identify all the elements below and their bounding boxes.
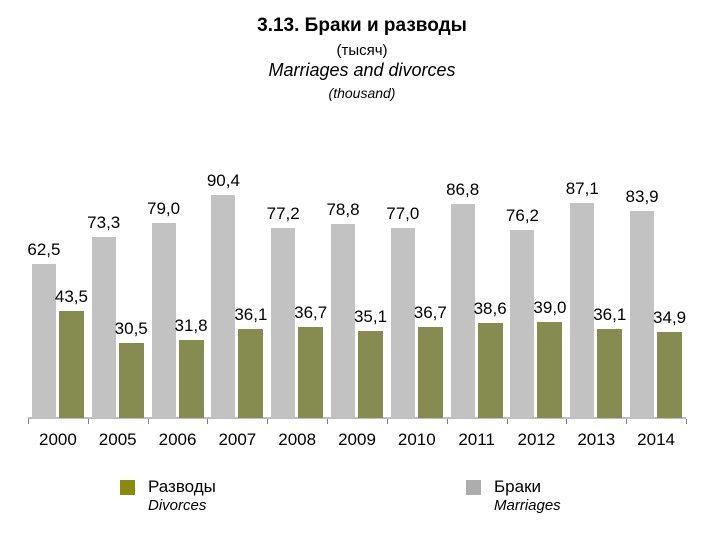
plot-area: 62,5 43,5 73,3 30,5 79,0 31,8 90,4 36,1 77,2 36,7…: [27, 165, 687, 424]
divorces-bar-2012: [537, 322, 563, 418]
divorces-value-label-2009: 35,1: [353, 307, 388, 326]
marriages-bar-2005: [91, 237, 116, 418]
divorces-value-label-2006: 31,8: [174, 316, 208, 335]
marriages-value-label-2014: 83,9: [625, 187, 659, 206]
marriages-bar-2013: [570, 203, 595, 418]
x-axis-label-2006: 2006: [158, 430, 197, 449]
bar-group-2007: 90,4 36,1: [207, 165, 267, 418]
divorces-bar-2005: [118, 343, 144, 418]
x-axis-label-2005: 2005: [98, 430, 137, 449]
x-axis-label-2011: 2011: [458, 430, 495, 449]
axis-tick: [566, 419, 567, 424]
x-axis-labels: 2000 2005 2006 2007 2008 2009 2010 2011 2012 2013…: [28, 430, 686, 452]
marriages-value-label-2013: 87,1: [565, 179, 599, 198]
axis-tick: [387, 419, 388, 424]
marriages-value-label-2012: 76,2: [505, 206, 539, 225]
marriages-bar-2000: [31, 264, 56, 418]
x-axis-line: [28, 417, 686, 419]
divorces-bar-2014: [657, 332, 683, 418]
divorces-bar-2011: [477, 323, 503, 418]
axis-tick: [28, 419, 29, 424]
bar-group-2000: 62,5 43,5: [27, 165, 88, 418]
x-axis-label-2009: 2009: [338, 430, 376, 449]
x-axis-label-2014: 2014: [637, 430, 675, 449]
axis-tick: [507, 419, 508, 424]
axis-tick: [626, 419, 627, 424]
divorces-legend-swatch: [120, 480, 135, 495]
axis-tick: [327, 419, 328, 424]
bar-group-2013: 87,1 36,1: [566, 165, 626, 418]
divorces-value-label-2013: 36,1: [593, 305, 627, 324]
marriages-bar-2014: [630, 211, 655, 418]
axis-tick: [686, 419, 687, 424]
x-axis-label-2012: 2012: [517, 430, 556, 449]
chart-title-en: Marriages and divorces: [268, 60, 456, 80]
marriages-bar-2010: [390, 228, 415, 418]
axis-tick: [148, 419, 149, 424]
divorces-bar-2008: [298, 327, 324, 418]
x-axis-label-2007: 2007: [218, 430, 257, 449]
bar-group-2010: 77,0 36,7: [386, 165, 447, 418]
x-axis-label-2008: 2008: [278, 430, 317, 449]
divorces-value-label-2014: 34,9: [653, 308, 687, 327]
marriages-value-label-2000: 62,5: [27, 240, 61, 259]
marriages-value-label-2006: 79,0: [146, 199, 181, 218]
marriages-bar-2008: [271, 228, 296, 418]
bar-group-2014: 83,9 34,9: [626, 165, 686, 418]
bar-group-2009: 78,8 35,1: [326, 165, 387, 418]
bar-group-2008: 77,2 36,7: [267, 165, 327, 418]
divorces-value-label-2011: 38,6: [473, 299, 507, 318]
marriages-bar-2012: [510, 230, 535, 418]
divorces-bar-2007: [238, 329, 264, 418]
marriages-legend-label-ru: Браки: [494, 477, 541, 496]
marriages-bar-2006: [151, 223, 176, 418]
marriages-value-label-2007: 90,4: [206, 171, 240, 190]
divorces-bar-2010: [417, 327, 443, 418]
x-axis-label-2010: 2010: [397, 430, 436, 449]
x-axis-label-2013: 2013: [577, 430, 616, 449]
bar-group-2012: 76,2 39,0: [506, 165, 567, 418]
legend-item-marriages: Браки Marriages: [466, 476, 561, 515]
marriages-value-label-2009: 78,8: [326, 200, 360, 219]
chart-title-ru: 3.13. Браки и разводы: [257, 15, 467, 36]
legend-item-divorces: Разводы Divorces: [120, 476, 216, 515]
marriages-value-label-2008: 77,2: [266, 204, 300, 223]
divorces-bar-2000: [58, 311, 84, 418]
x-axis-label-2000: 2000: [39, 430, 77, 449]
divorces-value-label-2005: 30,5: [114, 319, 148, 338]
marriages-bar-2009: [331, 224, 355, 418]
divorces-value-label-2000: 43,5: [54, 287, 88, 306]
divorces-value-label-2008: 36,7: [294, 303, 328, 322]
axis-tick: [207, 419, 208, 424]
marriages-legend-label-en: Marriages: [494, 497, 561, 514]
divorces-bar-2013: [597, 329, 623, 418]
marriages-value-label-2011: 86,8: [446, 180, 480, 199]
divorces-value-label-2007: 36,1: [234, 305, 268, 324]
axis-tick: [447, 419, 448, 424]
divorces-bar-2006: [178, 340, 204, 418]
divorces-value-label-2012: 39,0: [533, 298, 567, 317]
axis-tick: [88, 419, 89, 424]
axis-tick: [267, 419, 268, 424]
chart-unit-en: (thousand): [328, 85, 396, 101]
chart-unit-ru: (тысяч): [336, 42, 388, 59]
bar-group-2006: 79,0 31,8: [147, 165, 208, 418]
marriages-legend-swatch: [466, 480, 481, 495]
marriages-value-label-2005: 73,3: [87, 213, 121, 232]
marriages-value-label-2010: 77,0: [386, 204, 420, 223]
bar-group-2005: 73,3 30,5: [87, 165, 148, 418]
divorces-bar-2009: [358, 331, 383, 418]
divorces-legend-label-en: Divorces: [148, 497, 207, 514]
divorces-value-label-2010: 36,7: [413, 303, 447, 322]
divorces-legend-label-ru: Разводы: [148, 477, 216, 496]
marriages-bar-2007: [211, 195, 236, 418]
bar-group-2011: 86,8 38,6: [446, 165, 507, 418]
marriages-bar-2011: [450, 204, 475, 418]
